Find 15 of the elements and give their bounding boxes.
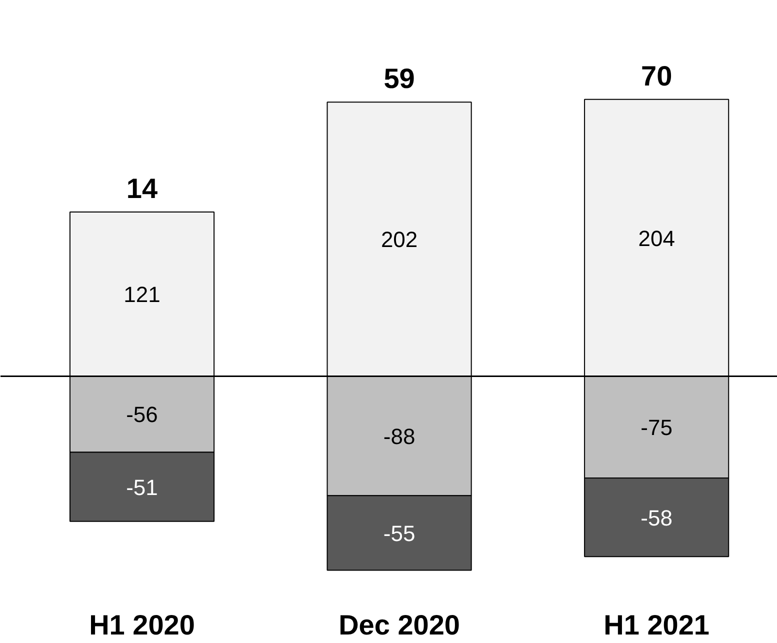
data-label: 121 xyxy=(124,282,160,308)
x-tick-label: H1 2020 xyxy=(89,610,195,640)
data-label: -58 xyxy=(640,505,672,530)
total-label: 70 xyxy=(641,60,672,92)
data-label: -51 xyxy=(126,474,158,500)
total-label: 14 xyxy=(126,172,158,204)
data-label: -56 xyxy=(126,402,158,428)
data-label: -88 xyxy=(383,424,416,449)
data-label: -55 xyxy=(383,520,416,546)
x-tick-label: H1 2021 xyxy=(604,610,710,640)
total-label: 59 xyxy=(384,62,415,94)
data-label: -75 xyxy=(640,415,672,440)
data-label: 202 xyxy=(380,227,418,252)
data-label: 204 xyxy=(638,226,675,251)
x-tick-label: Dec 2020 xyxy=(338,610,460,640)
